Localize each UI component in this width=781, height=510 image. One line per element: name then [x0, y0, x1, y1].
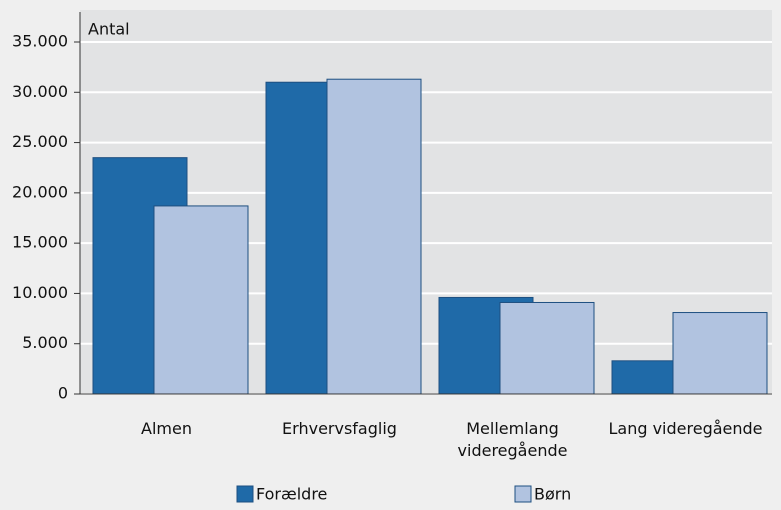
- y-tick-label: 5.000: [22, 333, 68, 352]
- y-axis-label: Antal: [88, 20, 130, 39]
- y-tick-label: 30.000: [12, 82, 68, 101]
- legend-label: Forældre: [256, 485, 327, 504]
- bar: [153, 205, 249, 395]
- legend-swatch: [514, 485, 532, 503]
- legend-swatch: [236, 485, 254, 503]
- bar: [499, 301, 595, 395]
- y-tick-label: 35.000: [12, 32, 68, 51]
- x-tick-label: Almen: [141, 419, 192, 438]
- x-tick-label: Mellemlang videregående: [457, 419, 568, 460]
- y-tick-label: 15.000: [12, 233, 68, 252]
- y-tick-label: 20.000: [12, 182, 68, 201]
- y-tick-label: 25.000: [12, 132, 68, 151]
- y-tick-label: 10.000: [12, 283, 68, 302]
- legend-label: Børn: [534, 485, 571, 504]
- x-tick-label: Lang videregående: [608, 419, 763, 438]
- y-tick-label: 0: [58, 384, 68, 403]
- bar: [672, 312, 768, 395]
- bar: [326, 78, 422, 395]
- x-tick-label: Erhvervsfaglig: [282, 419, 397, 438]
